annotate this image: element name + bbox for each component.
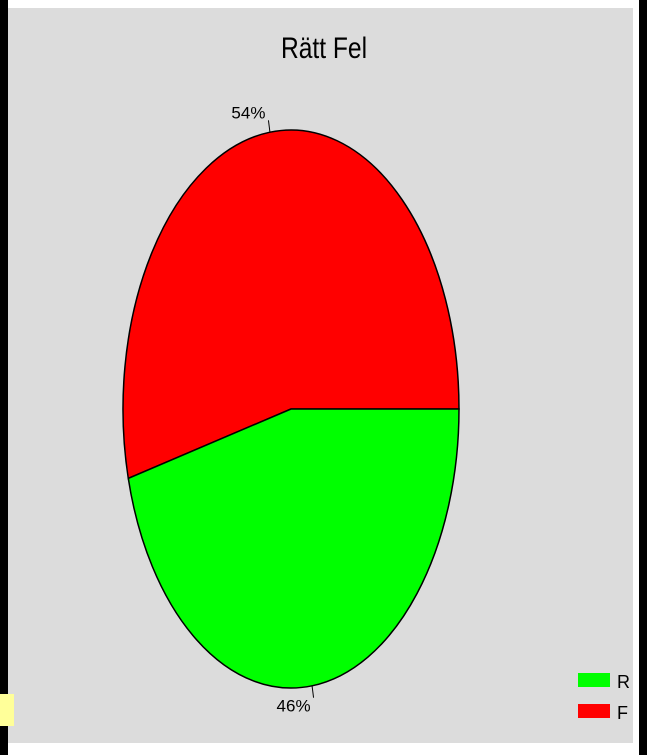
legend: RF	[578, 672, 630, 723]
legend-label-r: R	[617, 672, 630, 692]
pie-slice-r	[127, 408, 460, 689]
right-border	[639, 0, 647, 755]
slice-label-tick-f	[267, 120, 271, 133]
slice-label-f: 54%	[231, 103, 265, 122]
pie-slice-f	[122, 129, 460, 480]
chart-title: Rätt Fel	[281, 31, 367, 65]
legend-swatch-r	[578, 673, 610, 687]
left-border	[0, 0, 8, 755]
slice-label-r: 46%	[277, 697, 311, 716]
slice-label-tick-r	[311, 685, 315, 698]
legend-label-f: F	[617, 703, 628, 723]
legend-swatch-f	[578, 704, 610, 718]
side-tab	[0, 694, 14, 726]
pie-slices	[122, 129, 460, 689]
slice-labels: 54% 46%	[231, 103, 315, 716]
